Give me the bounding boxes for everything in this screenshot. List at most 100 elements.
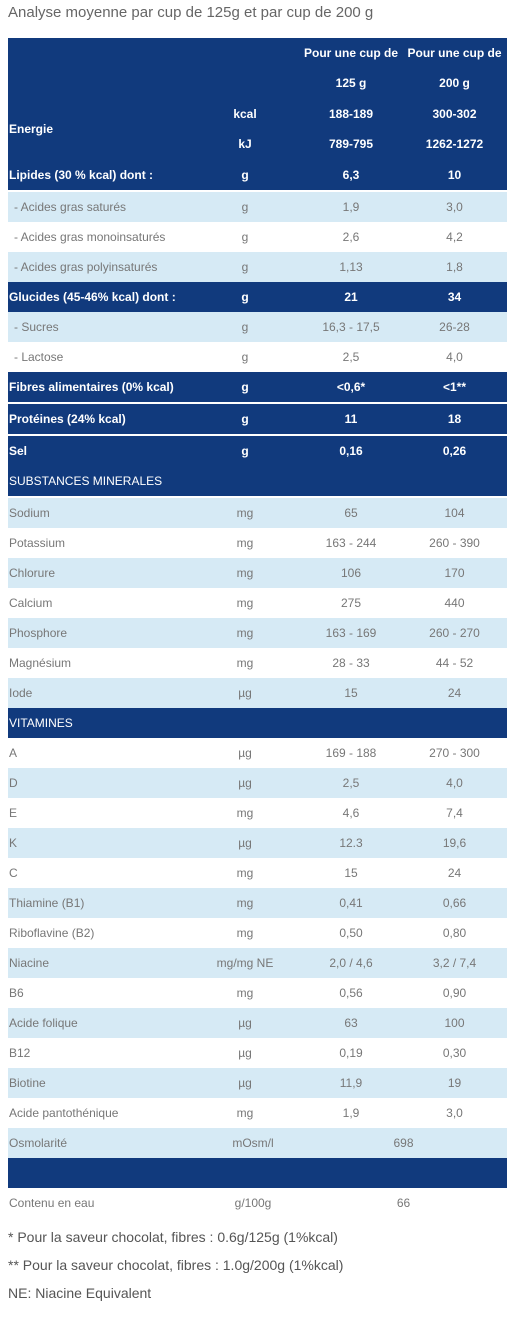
cell-text: 789-795 bbox=[328, 137, 374, 151]
cell-text: 106 bbox=[340, 566, 362, 580]
cell-text: µg bbox=[238, 746, 252, 760]
value-cell: 270 - 300 bbox=[402, 738, 507, 768]
cell-text: mg bbox=[236, 536, 254, 550]
unit-cell: mg bbox=[190, 588, 300, 618]
cell-text: Biotine bbox=[9, 1076, 46, 1090]
row-label: E bbox=[8, 798, 191, 828]
value-cell: 15 bbox=[300, 858, 402, 888]
unit-cell: g bbox=[190, 160, 300, 190]
unit-cell: µg bbox=[190, 1008, 300, 1038]
footnote: * Pour la saveur chocolat, fibres : 0.6g… bbox=[8, 1229, 338, 1245]
cell-text: Chlorure bbox=[9, 566, 56, 580]
unit-cell: mg bbox=[190, 528, 300, 558]
table-row: Riboflavine (B2) mg 0,50 0,80 bbox=[8, 918, 507, 948]
unit-cell: g bbox=[190, 192, 300, 222]
cell-text: - Sucres bbox=[14, 320, 59, 334]
cell-text: 0,56 bbox=[339, 986, 363, 1000]
cell-text: 16,3 - 17,5 bbox=[322, 320, 380, 334]
table-row: - Acides gras saturés g 1,9 3,0 bbox=[8, 192, 507, 222]
row-label: Contenu en eau bbox=[8, 1188, 191, 1218]
value-cell: 300-302 1262-1272 bbox=[402, 98, 507, 160]
cell-text: Glucides (45-46% kcal) dont : bbox=[9, 290, 176, 304]
value-cell: 275 bbox=[300, 588, 402, 618]
value-cell: 104 bbox=[402, 498, 507, 528]
table-row: Calcium mg 275 440 bbox=[8, 588, 507, 618]
row-label: SUBSTANCES MINERALES bbox=[8, 466, 191, 496]
value-cell: 4,0 bbox=[402, 768, 507, 798]
cell-text: 300-302 bbox=[432, 107, 477, 121]
unit-cell: mg bbox=[190, 798, 300, 828]
value-cell: 0,16 bbox=[300, 436, 402, 466]
cell-text: kcal bbox=[233, 107, 257, 121]
row-label: C bbox=[8, 858, 191, 888]
cell-text: mg/mg NE bbox=[216, 956, 274, 970]
value-cell: 10 bbox=[402, 160, 507, 190]
cell-text: Calcium bbox=[9, 596, 53, 610]
value-cell: 3,0 bbox=[402, 192, 507, 222]
value-cell: 0,50 bbox=[300, 918, 402, 948]
value-cell: 0,66 bbox=[402, 888, 507, 918]
unit-cell: µg bbox=[190, 738, 300, 768]
value-cell: 15 bbox=[300, 678, 402, 708]
value-cell: 0,80 bbox=[402, 918, 507, 948]
cell-text: Pour une cup de 125 g bbox=[303, 46, 398, 90]
cell-text: B6 bbox=[9, 986, 24, 1000]
table-row: Sodium mg 65 104 bbox=[8, 498, 507, 528]
unit-cell: g bbox=[190, 282, 300, 312]
table-row: Chlorure mg 106 170 bbox=[8, 558, 507, 588]
value-cell: 7,4 bbox=[402, 798, 507, 828]
value-cell: 2,5 bbox=[300, 342, 402, 372]
table-row: SUBSTANCES MINERALES bbox=[8, 466, 507, 496]
cell-text: 275 bbox=[340, 596, 362, 610]
unit-cell: g bbox=[190, 312, 300, 342]
cell-text: 0,66 bbox=[442, 896, 467, 910]
row-label: Acide folique bbox=[8, 1008, 191, 1038]
cell-text: mg bbox=[236, 866, 254, 880]
cell-text: 21 bbox=[344, 290, 358, 304]
cell-text: 1262-1272 bbox=[425, 137, 484, 151]
value-cell: 163 - 244 bbox=[300, 528, 402, 558]
cell-text: g bbox=[241, 350, 249, 364]
table-row: Iode µg 15 24 bbox=[8, 678, 507, 708]
row-label: Lipides (30 % kcal) dont : bbox=[8, 160, 191, 190]
value-cell: 6,3 bbox=[300, 160, 402, 190]
cell-text: g/100g bbox=[234, 1196, 272, 1210]
unit-cell: mg bbox=[190, 558, 300, 588]
value-cell: 4,2 bbox=[402, 222, 507, 252]
value-cell: 16,3 - 17,5 bbox=[300, 312, 402, 342]
cell-text: 2,5 bbox=[342, 776, 360, 790]
table-row: B6 mg 0,56 0,90 bbox=[8, 978, 507, 1008]
cell-text: 63 bbox=[344, 1016, 358, 1030]
cell-text: 2,0 / 4,6 bbox=[329, 956, 373, 970]
cell-text: 163 - 169 bbox=[325, 626, 377, 640]
row-label: Acide pantothénique bbox=[8, 1098, 191, 1128]
cell-text: 3,0 bbox=[446, 200, 463, 214]
cell-text: 0,16 bbox=[339, 444, 363, 458]
cell-text: µg bbox=[238, 686, 252, 700]
value-cell: 106 bbox=[300, 558, 402, 588]
value-cell: 34 bbox=[402, 282, 507, 312]
row-label: - Lactose bbox=[8, 342, 196, 372]
table-row: Biotine µg 11,9 19 bbox=[8, 1068, 507, 1098]
table-row bbox=[8, 1158, 507, 1188]
row-label: B6 bbox=[8, 978, 191, 1008]
cell-text: 19,6 bbox=[442, 836, 467, 850]
row-label: - Acides gras polyinsaturés bbox=[8, 252, 196, 282]
value-cell: 2,5 bbox=[300, 768, 402, 798]
cell-text: mg bbox=[236, 1106, 254, 1120]
value-cell: 1,9 bbox=[300, 192, 402, 222]
cell-text: 44 - 52 bbox=[435, 656, 474, 670]
cell-text: 11,9 bbox=[339, 1076, 363, 1090]
table-row: Acide pantothénique mg 1,9 3,0 bbox=[8, 1098, 507, 1128]
unit-cell: kcal kJ bbox=[190, 98, 300, 160]
cell-text: 65 bbox=[344, 506, 358, 520]
cell-text: <1** bbox=[442, 380, 467, 394]
unit-cell: mg bbox=[190, 1098, 300, 1128]
cell-text: 15 bbox=[344, 866, 358, 880]
cell-text: µg bbox=[238, 836, 252, 850]
cell-text: - Lactose bbox=[14, 350, 64, 364]
cell-text: D bbox=[9, 776, 18, 790]
cell-text: 66 bbox=[396, 1196, 411, 1210]
